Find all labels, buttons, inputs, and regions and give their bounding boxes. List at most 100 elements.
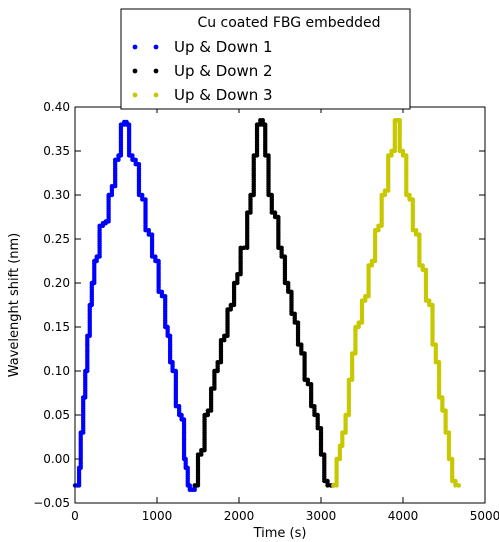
data-point [195,452,201,457]
y-tick-label: 0.25 [43,232,70,246]
data-point [231,280,237,286]
data-point [436,395,442,400]
data-point [315,426,320,431]
data-point [235,272,240,277]
data-point [245,210,250,215]
data-point [228,302,233,308]
data-point [318,452,324,457]
data-point [343,412,348,418]
x-tick-label: 0 [71,509,79,523]
data-point [218,338,224,343]
data-point [312,412,317,418]
data-point [266,192,271,198]
data-point [353,324,358,330]
y-tick-label: 0.20 [43,276,70,290]
data-point [363,294,368,299]
legend-marker [132,92,138,98]
data-point [263,153,268,158]
data-point [446,456,452,462]
data-point [208,386,214,391]
data-point [149,254,155,259]
data-point [407,197,412,202]
data-point [173,404,179,409]
data-point [251,153,256,158]
data-point [299,351,304,356]
y-tick-label: 0.05 [43,408,70,422]
data-point [153,258,158,264]
data-point [292,320,297,325]
data-point [420,267,425,272]
data-point [359,298,365,303]
x-tick-label: 3000 [306,509,337,523]
y-axis-label: Wavelenght shift (nm) [7,233,22,378]
data-point [356,320,361,325]
data-point [205,408,211,413]
data-point [269,210,274,215]
data-point [199,448,204,453]
data-point [118,122,124,127]
data-point [97,223,102,228]
data-point [279,254,284,259]
y-tick-label: −0.05 [33,496,70,510]
y-tick-label: 0.00 [43,452,70,466]
data-point [140,197,145,202]
legend-label: Up & Down 1 [174,38,273,56]
data-point [453,483,458,488]
legend-marker [132,44,138,50]
y-tick-label: 0.40 [43,100,70,114]
data-point [202,412,207,418]
data-point [143,228,148,233]
legend-label: Up & Down 3 [174,86,273,104]
series-2 [192,118,336,488]
data-point [215,360,220,365]
data-point [238,245,243,250]
data-point [417,263,422,268]
data-point [450,478,455,484]
data-point [222,333,227,338]
data-point [112,157,118,162]
data-point [282,280,288,286]
data-point [325,483,330,488]
data-point [430,342,435,347]
data-point [369,258,375,264]
data-point [170,368,175,374]
legend-entry: Up & Down 2 [132,62,273,80]
data-point [130,157,135,162]
legend: Cu coated FBG embedded Up & Down 1 Up & D… [120,8,411,110]
data-point [427,302,432,308]
data-point [334,456,339,462]
data-point [241,245,247,250]
series-3 [331,118,461,488]
data-point [372,228,378,233]
legend-marker [153,92,159,98]
data-point [286,289,291,294]
data-point [302,377,307,382]
data-point [156,289,161,294]
data-point [276,245,281,250]
data-point [289,311,294,316]
x-tick-label: 4000 [388,509,419,523]
data-point [109,184,115,189]
data-point [133,162,138,167]
data-point [376,223,381,228]
y-tick-label: 0.30 [43,188,70,202]
data-point [433,360,438,365]
data-point [322,478,327,484]
data-point [295,342,301,347]
legend-box [120,8,411,110]
data-point [386,153,391,158]
legend-entry: Up & Down 1 [132,38,273,56]
legend-marker [132,68,138,74]
series-1 [72,119,197,492]
data-point [308,404,314,409]
data-point [400,153,406,158]
data-point [331,483,336,488]
data-point [248,192,253,198]
legend-title: Cu coated FBG embedded [197,15,380,31]
legend-marker [153,44,159,50]
data-point [340,430,345,435]
data-point [225,307,230,312]
data-point [106,192,111,198]
y-tick-label: 0.10 [43,364,70,378]
x-tick-label: 2000 [224,509,255,523]
